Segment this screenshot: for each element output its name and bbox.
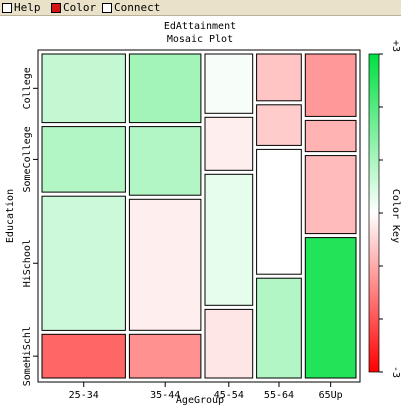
mosaic-cell-65Up-College[interactable] <box>304 53 357 117</box>
help-label: Help <box>14 1 41 14</box>
x-axis: 25-34 35-44 45-54 55-64 65Up <box>69 382 343 401</box>
mosaic-cell-55-64-College[interactable] <box>256 53 302 102</box>
x-tick-label: 25-34 <box>69 390 99 401</box>
y-tick-label: SomeCollege <box>22 126 33 192</box>
mosaic-cell-45-54-SomeCollege[interactable] <box>204 116 254 171</box>
mosaic-cell-35-44-HiSchool[interactable] <box>128 198 202 331</box>
color-key-max-label: +3 <box>390 40 401 52</box>
y-axis-label: Education <box>5 189 16 243</box>
y-tick-label: SomeHiSchl <box>22 326 33 386</box>
mosaic-cell-65Up-HiSchool[interactable] <box>304 155 357 235</box>
mosaic-cell-35-44-SomeCollege[interactable] <box>128 126 202 196</box>
mosaic-cell-35-44-College[interactable] <box>128 53 202 124</box>
color-label: Color <box>63 1 97 14</box>
x-axis-label: AgeGroup <box>176 395 224 406</box>
plot-frame <box>37 49 361 383</box>
x-tick-label: 65Up <box>319 390 343 401</box>
y-tick-label: HiSchool <box>22 239 33 287</box>
mosaic-cell-35-44-SomeHiSchl[interactable] <box>128 333 202 379</box>
menu-bar: Help Color Connect <box>0 0 401 16</box>
x-tick-label: 35-44 <box>150 390 180 401</box>
mosaic-cell-55-64-HiSchool[interactable] <box>256 148 302 275</box>
color-key-ticks <box>379 53 383 373</box>
color-key-min-label: -3 <box>390 366 401 378</box>
x-tick-label: 55-64 <box>264 390 294 401</box>
mosaic-cell-25-34-HiSchool[interactable] <box>41 195 126 331</box>
mosaic-cell-55-64-SomeCollege[interactable] <box>256 104 302 146</box>
help-toggle[interactable]: Help <box>2 0 41 15</box>
connect-checkbox[interactable] <box>102 2 112 13</box>
x-tick-label: 45-54 <box>214 390 244 401</box>
y-tick-label: College <box>22 67 33 109</box>
connect-toggle[interactable]: Connect <box>102 0 160 15</box>
mosaic-cell-65Up-SomeCollege[interactable] <box>304 119 357 153</box>
color-key-label: Color Key <box>390 189 401 243</box>
color-checkbox[interactable] <box>51 2 61 13</box>
mosaic-cell-55-64-SomeHiSchl[interactable] <box>256 277 302 379</box>
color-key-bar <box>368 53 380 373</box>
mosaic-cell-65Up-SomeHiSchl[interactable] <box>304 237 357 379</box>
y-axis: SomeHiSchl HiSchool SomeCollege College <box>22 67 38 386</box>
mosaic-cells <box>41 53 357 379</box>
mosaic-cell-25-34-SomeCollege[interactable] <box>41 126 126 193</box>
mosaic-cell-25-34-SomeHiSchl[interactable] <box>41 333 126 379</box>
chart-title: EdAttainment <box>164 21 236 32</box>
connect-label: Connect <box>114 1 161 14</box>
help-checkbox[interactable] <box>2 2 12 13</box>
chart-subtitle: Mosaic Plot <box>167 34 233 45</box>
mosaic-cell-45-54-HiSchool[interactable] <box>204 173 254 306</box>
mosaic-plot: EdAttainment Mosaic Plot SomeHiSchl HiSch… <box>5 21 401 406</box>
mosaic-cell-25-34-College[interactable] <box>41 53 126 124</box>
mosaic-cell-45-54-College[interactable] <box>204 53 254 114</box>
mosaic-cell-45-54-SomeHiSchl[interactable] <box>204 308 254 379</box>
color-toggle[interactable]: Color <box>51 0 96 15</box>
